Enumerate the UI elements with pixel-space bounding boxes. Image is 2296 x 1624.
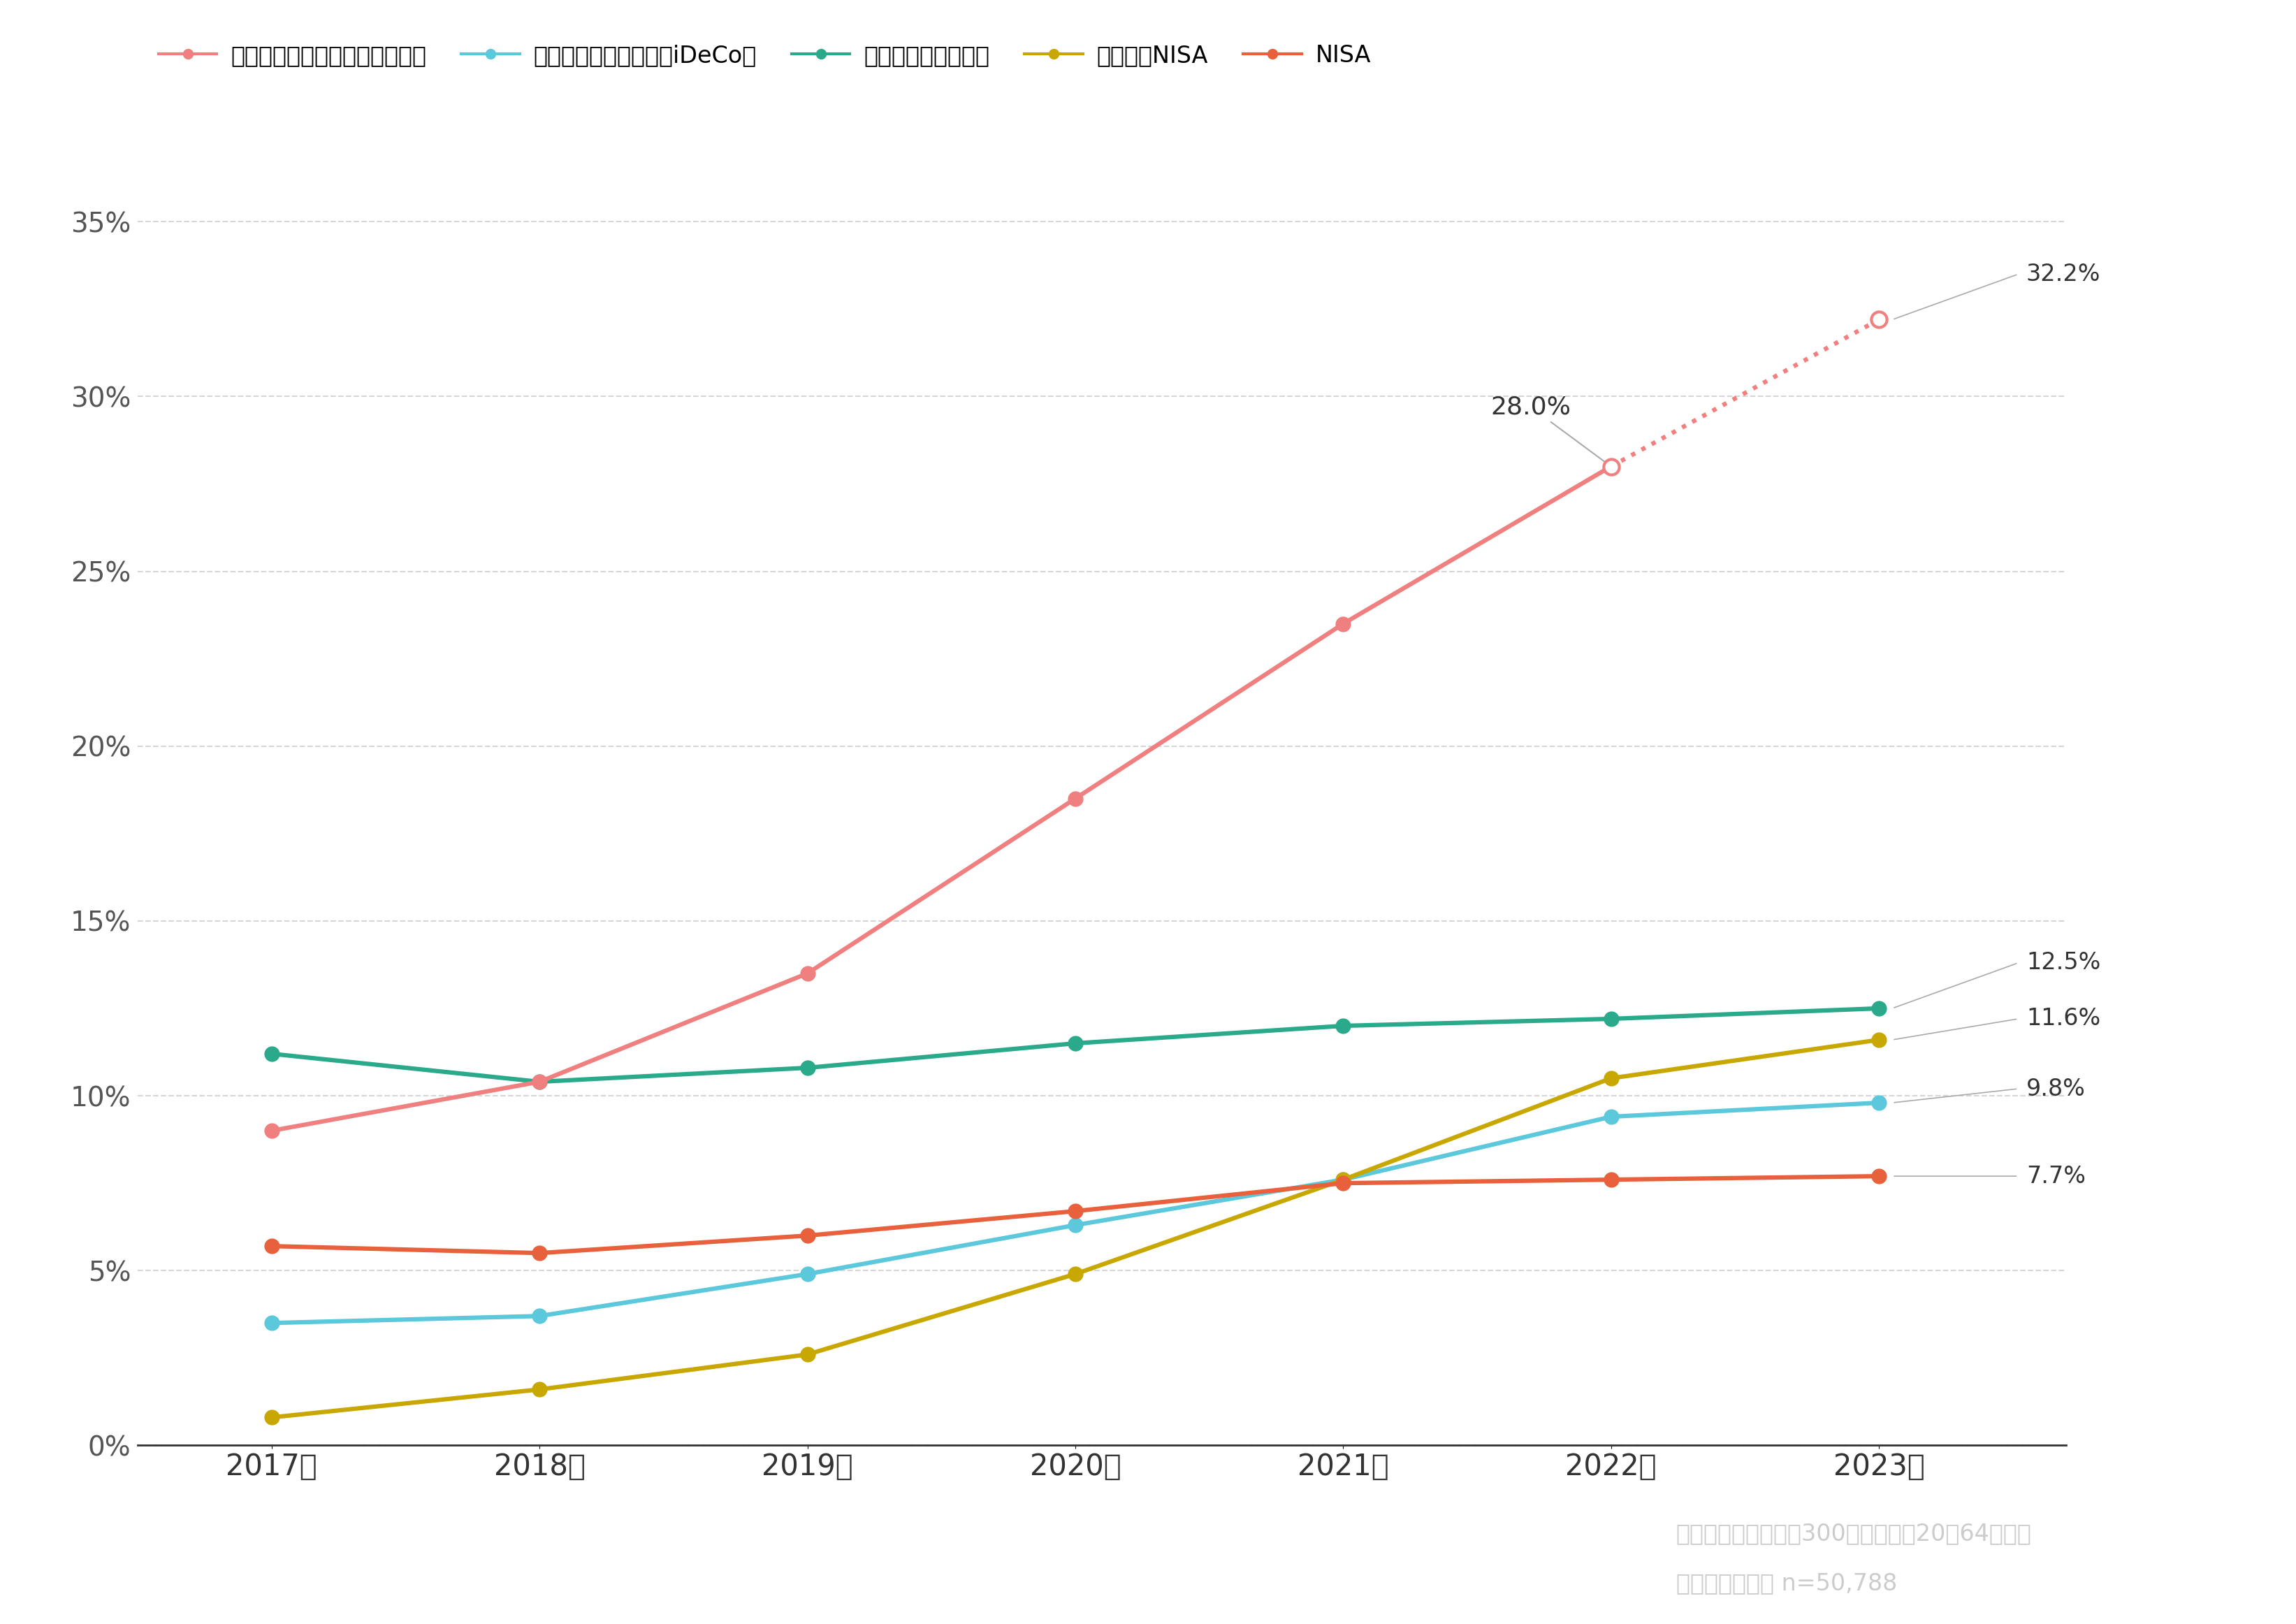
Text: 対象者：有職・年収300万円以上の20〜64歳男女: 対象者：有職・年収300万円以上の20〜64歳男女 xyxy=(1676,1522,2032,1544)
Text: 12.5%: 12.5% xyxy=(2027,952,2101,974)
Text: 11.6%: 11.6% xyxy=(2027,1007,2101,1030)
Text: 28.0%: 28.0% xyxy=(1490,395,1609,466)
Legend: ふるさと納税（点線は予測値）, 個人型確定拠出年金（iDeCo）, 企業型確定拠出年金, つみたてNISA, NISA: ふるさと納税（点線は予測値）, 個人型確定拠出年金（iDeCo）, 企業型確定拠… xyxy=(149,34,1380,76)
Text: 9.8%: 9.8% xyxy=(2027,1077,2085,1101)
Text: サンプルサイズ n=50,788: サンプルサイズ n=50,788 xyxy=(1676,1572,1896,1595)
Text: 7.7%: 7.7% xyxy=(2027,1164,2085,1187)
Text: 32.2%: 32.2% xyxy=(2027,263,2101,286)
Text: ふるさと納税等の税制優遇制度の利用率の推移: ふるさと納税等の税制優遇制度の利用率の推移 xyxy=(34,45,670,93)
